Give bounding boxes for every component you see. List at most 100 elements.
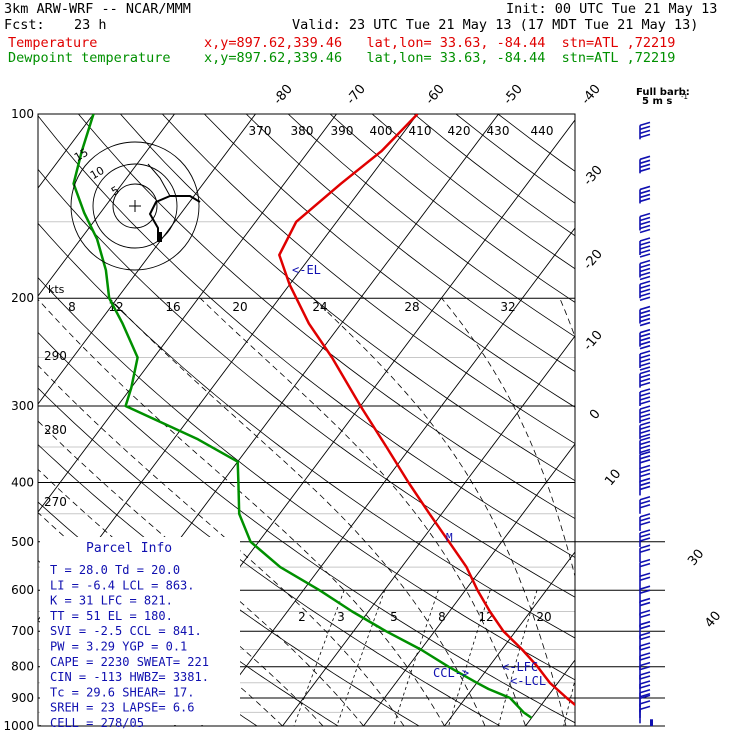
isotherm-label--70: -70 [344,82,369,108]
wind-barb-flag [639,529,651,534]
wind-barb-flag [639,533,651,538]
dry-adiabat-380 [204,114,575,408]
dewpoint-profile [72,114,533,719]
wind-barb-flag [639,197,651,203]
mixing-ratio-upper-label-28: 28 [404,300,419,314]
pressure-label-1000: 1000 [3,719,34,733]
mixing-ratio-upper-label-20: 20 [232,300,247,314]
wind-barb-flag [639,601,651,607]
parcel-info-row: LI = -6.4 LCL = 863. [50,578,195,592]
wind-barb-flag [639,472,651,478]
isotherm-label--80: -80 [271,82,296,108]
forecast-label: Fcst: [4,17,45,33]
dry-adiabat-450 [497,114,575,172]
wind-barb [639,477,651,496]
dry-adiabat-320 [38,222,575,639]
wind-barb-flag [639,241,651,246]
wind-barb-flag [639,313,651,319]
valid-time: Valid: 23 UTC Tue 21 May 13 (17 MDT Tue … [292,17,699,33]
wind-barb [639,155,651,174]
isotherm--70 [38,114,256,405]
wind-barb-flag [639,309,651,315]
dry-adiabat-label-270: 270 [44,495,67,509]
parcel-info-title: Parcel Info [86,541,172,556]
wind-barb-flag [639,328,651,334]
dry-adiabat-340 [38,115,575,558]
wind-barb [639,513,651,531]
wind-barb-flag [639,155,651,161]
mixing-ratio-lower-label-5: 5 [390,610,398,624]
wind-barb [639,495,651,514]
dry-adiabat-label-290: 290 [44,349,67,363]
pressure-label-800: 800 [11,660,34,674]
wind-barb-flag [639,665,651,671]
isotherm-label-30: 30 [685,547,707,569]
wind-barb [639,451,651,469]
wind-barb-flag [639,481,651,487]
wind-barb-flag [639,656,651,661]
wind-barb-flag [639,373,651,379]
theta-label-380: 380 [291,124,314,138]
wind-barb-flag [639,305,651,311]
hodograph-ring [70,141,200,271]
wind-barb-flag [639,589,651,594]
wind-barb-flag [639,321,651,327]
wind-barb-flag [639,292,651,297]
isotherm-label--10: -10 [581,328,606,354]
wind-barb-flag [639,263,651,269]
wind-barb-flag [639,448,651,454]
wind-barb-flag [639,444,651,450]
hodograph-ring-label: 5 [109,184,122,199]
wind-barb [639,529,651,548]
wind-barb [639,421,651,440]
wind-barb-flag [639,409,651,414]
wind-barb-flag [639,237,651,242]
wind-barb-flag [639,451,651,456]
wind-barb [639,572,651,591]
pressure-label-700: 700 [11,624,34,638]
wind-barb-flag [639,652,651,657]
legend-dewpoint-name: Dewpoint temperature [8,50,171,66]
wind-barb-flag [639,253,651,258]
wind-barb-flag [639,275,651,281]
wind-barb [639,544,651,563]
mixing-ratio-upper-label-8: 8 [68,300,76,314]
wind-barb-flag [639,694,651,700]
parcel-info-row: TT = 51 EL = 180. [50,609,173,623]
dry-adiabat-310 [38,277,575,681]
isotherm--20 [201,227,575,726]
dry-adiabat-290 [38,387,501,726]
wind-barb-flag [639,517,651,522]
parcel-info-row: K = 31 LFC = 821. [50,594,173,608]
parcel-info-row: CELL = 278/05 [50,716,144,730]
wind-barb-flag [639,413,651,418]
wind-barb-flag [639,620,651,626]
wind-barb-flag [639,163,651,169]
wind-barb-flag [639,280,651,285]
wind-barb-flag [639,392,651,397]
moist-adiabat-15 [109,297,486,726]
wind-barb-flag [639,433,651,439]
wind-barb-flag [639,121,651,127]
wind-barb [639,405,651,424]
lcl-label: <-LCL [510,674,546,688]
wind-barb-flag [639,597,651,603]
dry-adiabat-350 [78,114,575,520]
wind-barb [639,280,651,301]
isotherm-label--30: -30 [581,163,606,189]
wind-barb-flag [639,358,651,363]
m-marker: M [446,531,453,544]
isotherm-label-40: 40 [702,609,724,631]
temperature-profile [278,114,575,707]
moist-adiabat-20 [199,297,526,726]
init-time: Init: 00 UTC Tue 21 May 13 [506,1,718,17]
el-label: <-EL [292,263,321,277]
parcel-info-row: CAPE = 2230 SWEAT= 221 [50,655,209,669]
dry-adiabat-300 [38,331,575,724]
legend-temperature-name: Temperature [8,35,98,51]
wind-barb-flag [639,700,651,705]
moist-adiabat-30 [441,297,575,578]
lfc-label: <-LFC [502,660,538,674]
parcel-info-row: Tc = 29.6 SHEAR= 17. [50,685,195,699]
wind-barb-flag [639,642,651,647]
